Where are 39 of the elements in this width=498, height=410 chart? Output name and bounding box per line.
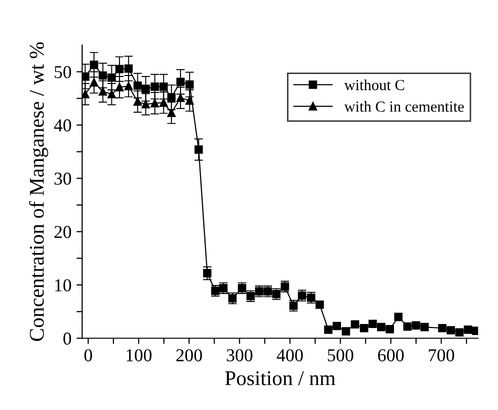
y-tick-label: 0 [63, 332, 72, 345]
y-tick-label: 20 [54, 226, 72, 238]
y-tick-label: 30 [54, 172, 72, 185]
x-tick-label: 300 [226, 349, 252, 362]
point [394, 312, 403, 322]
point [360, 324, 368, 332]
point [115, 83, 124, 92]
legend-label: without C [344, 79, 404, 90]
y-tick-label: 10 [55, 279, 72, 292]
point [368, 320, 377, 328]
point [324, 326, 332, 334]
point [446, 326, 456, 334]
point [342, 327, 350, 336]
x-tick-label: 400 [276, 349, 303, 362]
x-tick-label: 100 [126, 349, 152, 362]
x-tick-label: 600 [378, 349, 404, 362]
point [203, 269, 212, 278]
point [377, 322, 386, 332]
point [386, 325, 394, 334]
y-tick-label: 50 [54, 66, 72, 78]
point [420, 322, 429, 332]
point [332, 322, 342, 330]
point [350, 320, 360, 329]
point [403, 322, 412, 331]
y-tick-label: 40 [54, 119, 72, 132]
point [412, 321, 420, 330]
point [455, 328, 464, 337]
point [150, 82, 159, 91]
x-tick-label: 500 [328, 349, 354, 362]
x-tick-label: 700 [428, 349, 454, 362]
x-tick-label: 0 [84, 349, 92, 362]
point [438, 324, 446, 332]
x-tick-label: 200 [176, 349, 202, 362]
y-axis-title: Concentration of Manganese / wt % [28, 42, 48, 341]
x-axis-title: Position / nm [225, 371, 336, 386]
legend-label: with C in cementite [344, 101, 464, 112]
point [316, 300, 324, 309]
point [82, 90, 90, 98]
point [464, 326, 472, 334]
